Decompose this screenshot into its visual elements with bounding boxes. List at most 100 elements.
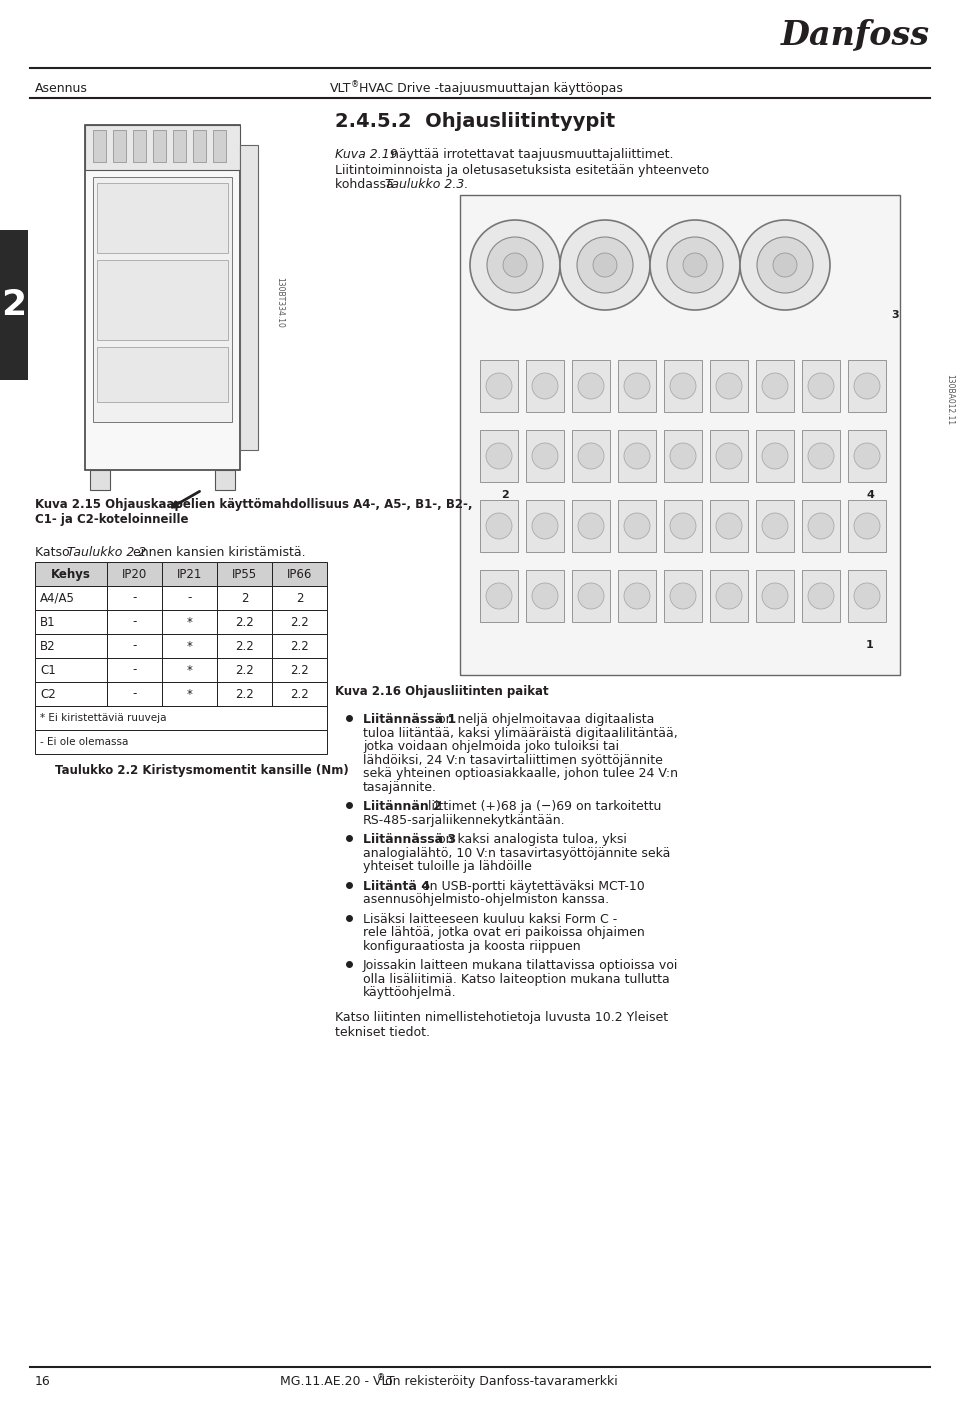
Text: IP66: IP66 xyxy=(287,567,312,580)
Bar xyxy=(526,430,564,482)
Circle shape xyxy=(667,237,723,294)
Text: kohdassa: kohdassa xyxy=(335,178,397,191)
Bar xyxy=(107,634,162,658)
Text: -: - xyxy=(132,664,136,677)
Bar xyxy=(664,570,702,621)
Bar xyxy=(193,130,206,162)
Bar xyxy=(848,361,886,412)
Bar xyxy=(618,500,656,551)
Text: -: - xyxy=(187,591,192,604)
Bar xyxy=(107,683,162,705)
Circle shape xyxy=(740,219,830,311)
Circle shape xyxy=(808,513,834,539)
Text: 2.2: 2.2 xyxy=(235,687,253,701)
Circle shape xyxy=(532,583,558,608)
Circle shape xyxy=(486,373,512,399)
Bar xyxy=(272,683,327,705)
Bar xyxy=(217,586,272,610)
Text: IP20: IP20 xyxy=(122,567,147,580)
Text: -: - xyxy=(132,687,136,701)
Bar xyxy=(526,361,564,412)
Circle shape xyxy=(716,373,742,399)
Text: 2: 2 xyxy=(1,288,27,322)
Circle shape xyxy=(532,513,558,539)
Bar xyxy=(35,586,107,610)
Text: VLT: VLT xyxy=(330,83,351,95)
Text: yhteiset tuloille ja lähdöille: yhteiset tuloille ja lähdöille xyxy=(363,861,532,874)
Text: ennen kansien kiristämistä.: ennen kansien kiristämistä. xyxy=(129,546,305,559)
Bar xyxy=(35,634,107,658)
Text: 1: 1 xyxy=(866,640,874,650)
Bar xyxy=(35,658,107,683)
Bar xyxy=(480,500,518,551)
Bar xyxy=(162,683,217,705)
Text: 2: 2 xyxy=(501,490,509,500)
Circle shape xyxy=(854,583,880,608)
Circle shape xyxy=(670,583,696,608)
Bar xyxy=(756,500,794,551)
Circle shape xyxy=(578,583,604,608)
Text: Taulukko 2.2 Kiristysmomentit kansille (Nm): Taulukko 2.2 Kiristysmomentit kansille (… xyxy=(55,764,348,777)
Text: Kehys: Kehys xyxy=(51,567,91,580)
Text: konfiguraatiosta ja koosta riippuen: konfiguraatiosta ja koosta riippuen xyxy=(363,939,581,952)
Text: Katso liitinten nimellistehotietoja luvusta 10.2 Yleiset: Katso liitinten nimellistehotietoja luvu… xyxy=(335,1012,668,1025)
Text: lähdöiksi, 24 V:n tasavirtaliittimen syöttöjännite: lähdöiksi, 24 V:n tasavirtaliittimen syö… xyxy=(363,754,662,767)
Text: on USB-portti käytettäväksi MCT-10: on USB-portti käytettäväksi MCT-10 xyxy=(418,879,645,892)
Text: 2.2: 2.2 xyxy=(290,664,309,677)
Circle shape xyxy=(808,373,834,399)
Bar xyxy=(618,361,656,412)
Circle shape xyxy=(593,254,617,276)
Text: on neljä ohjelmoitavaa digitaalista: on neljä ohjelmoitavaa digitaalista xyxy=(435,712,655,725)
Circle shape xyxy=(716,443,742,469)
Text: käyttöohjelmä.: käyttöohjelmä. xyxy=(363,986,457,999)
Text: ®: ® xyxy=(377,1374,385,1382)
Bar xyxy=(97,259,228,341)
Bar xyxy=(153,130,166,162)
Text: 130BT334.10: 130BT334.10 xyxy=(276,276,284,328)
Text: - Ei ole olemassa: - Ei ole olemassa xyxy=(40,737,129,747)
Bar xyxy=(0,229,28,380)
Bar xyxy=(480,430,518,482)
Text: tuloa liitäntää, kaksi ylimääräistä digitaalilitäntää,: tuloa liitäntää, kaksi ylimääräistä digi… xyxy=(363,727,678,740)
Text: Liitäntä 4: Liitäntä 4 xyxy=(363,879,430,892)
Bar xyxy=(272,610,327,634)
Text: sekä yhteinen optioasiakkaalle, johon tulee 24 V:n: sekä yhteinen optioasiakkaalle, johon tu… xyxy=(363,767,678,779)
Text: A4/A5: A4/A5 xyxy=(40,591,75,604)
Text: Kuva 2.15 Ohjauskaapelien käyttömahdollisuus A4-, A5-, B1-, B2-,: Kuva 2.15 Ohjauskaapelien käyttömahdolli… xyxy=(35,497,472,512)
Bar xyxy=(35,683,107,705)
Circle shape xyxy=(486,583,512,608)
Text: *: * xyxy=(186,616,192,628)
Text: on kaksi analogista tuloa, yksi: on kaksi analogista tuloa, yksi xyxy=(435,834,628,846)
Circle shape xyxy=(757,237,813,294)
Text: 2.2: 2.2 xyxy=(290,640,309,653)
Bar xyxy=(215,470,235,490)
Bar xyxy=(664,430,702,482)
Circle shape xyxy=(486,443,512,469)
Circle shape xyxy=(854,513,880,539)
Text: Kuva 2.19: Kuva 2.19 xyxy=(335,148,397,161)
Text: 2: 2 xyxy=(296,591,303,604)
Circle shape xyxy=(854,443,880,469)
Text: *: * xyxy=(186,640,192,653)
Bar xyxy=(272,586,327,610)
Bar xyxy=(133,130,146,162)
Bar xyxy=(107,658,162,683)
Circle shape xyxy=(560,219,650,311)
Bar xyxy=(848,500,886,551)
Circle shape xyxy=(762,443,788,469)
Bar xyxy=(572,500,610,551)
Text: B1: B1 xyxy=(40,616,56,628)
Text: Liitännässä 1: Liitännässä 1 xyxy=(363,712,456,725)
Circle shape xyxy=(808,443,834,469)
Text: Katso: Katso xyxy=(35,546,74,559)
Bar xyxy=(618,570,656,621)
Text: rele lähtöä, jotka ovat eri paikoissa ohjaimen: rele lähtöä, jotka ovat eri paikoissa oh… xyxy=(363,926,645,939)
Text: MG.11.AE.20 - VLT: MG.11.AE.20 - VLT xyxy=(280,1375,395,1388)
Circle shape xyxy=(808,583,834,608)
Circle shape xyxy=(670,513,696,539)
Text: tekniset tiedot.: tekniset tiedot. xyxy=(335,1026,430,1039)
Text: -: - xyxy=(132,616,136,628)
Bar xyxy=(526,570,564,621)
Text: C1: C1 xyxy=(40,664,56,677)
Text: -: - xyxy=(132,640,136,653)
